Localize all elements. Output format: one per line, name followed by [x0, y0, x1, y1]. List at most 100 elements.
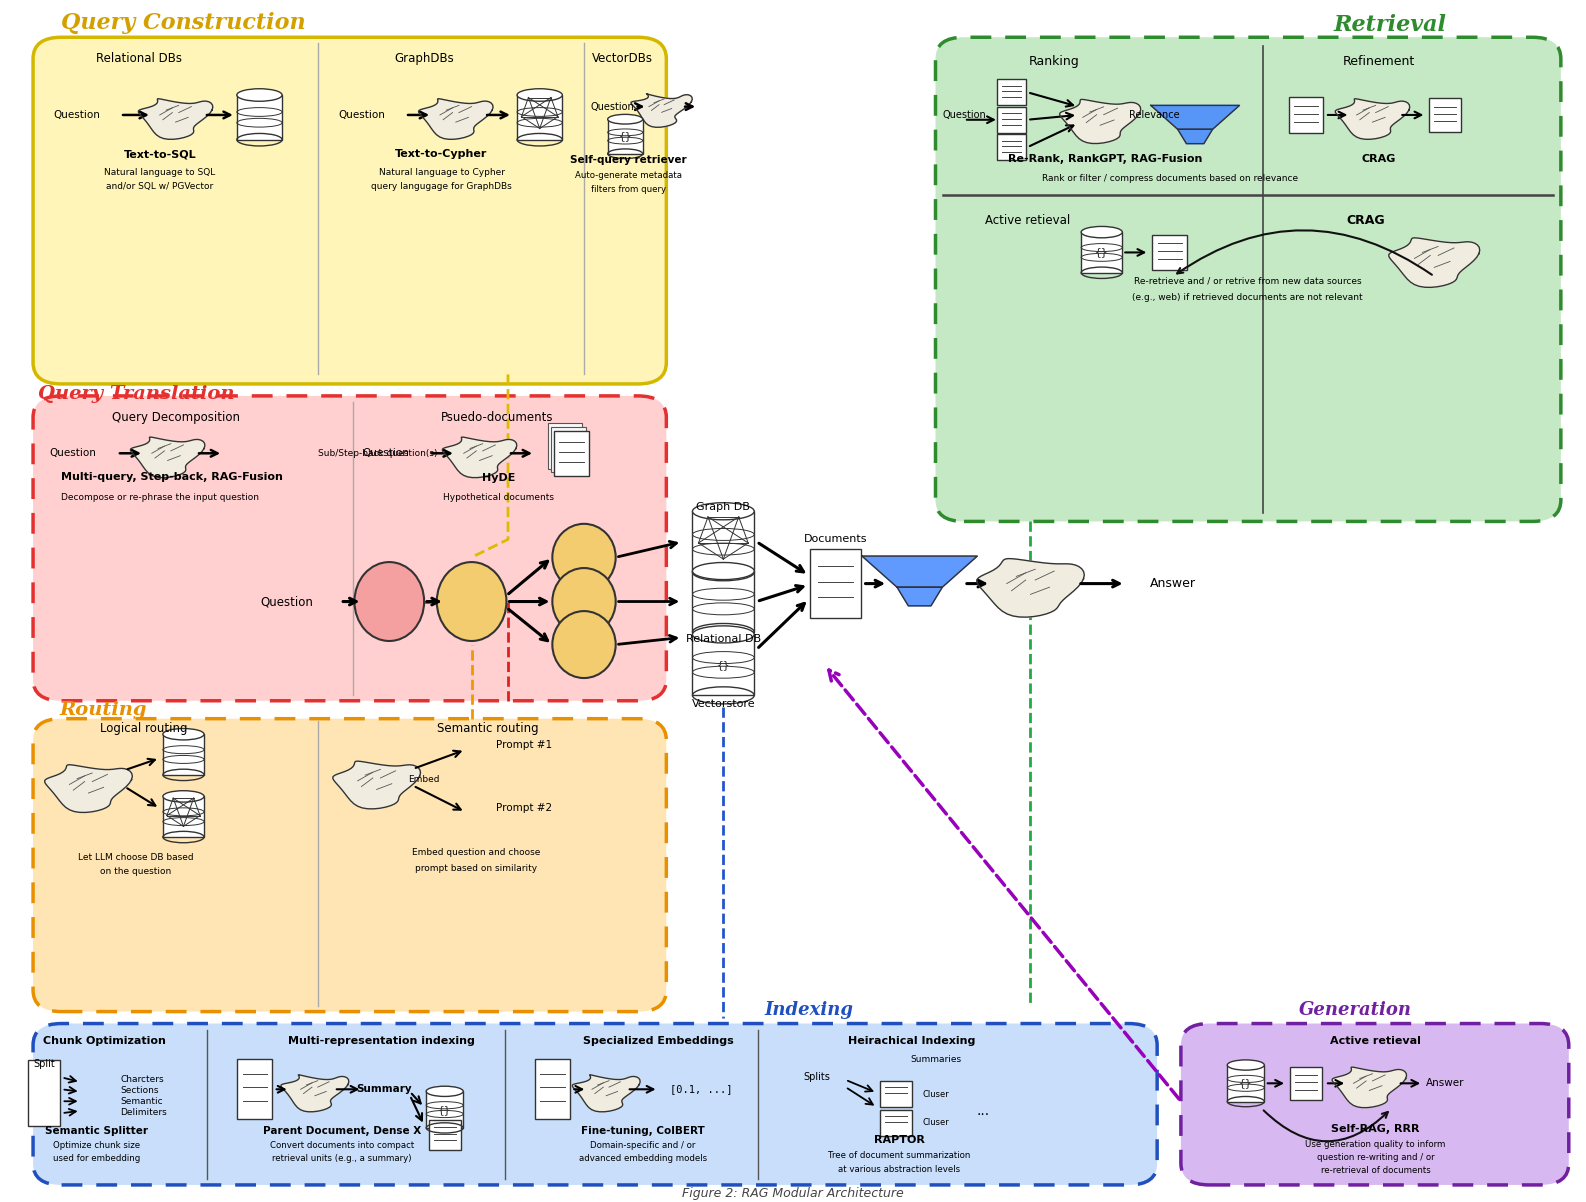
Text: Summaries: Summaries: [910, 1055, 961, 1064]
Text: Multi-query, Step-back, RAG-Fusion: Multi-query, Step-back, RAG-Fusion: [62, 472, 284, 482]
Text: {}: {}: [619, 131, 631, 142]
Bar: [607, 119, 642, 154]
Text: ...: ...: [977, 1103, 990, 1118]
Bar: [1082, 232, 1123, 273]
FancyBboxPatch shape: [534, 1059, 569, 1119]
Text: CRAG: CRAG: [1347, 214, 1386, 227]
FancyBboxPatch shape: [1429, 99, 1461, 132]
Text: at various abstraction levels: at various abstraction levels: [837, 1165, 960, 1174]
Polygon shape: [1335, 99, 1410, 139]
Ellipse shape: [163, 791, 205, 802]
Text: (e.g., web) if retrieved documents are not relevant: (e.g., web) if retrieved documents are n…: [1132, 293, 1362, 303]
Text: Hypothetical documents: Hypothetical documents: [442, 493, 554, 502]
Text: Vectorstore: Vectorstore: [691, 700, 755, 709]
Text: Summary: Summary: [357, 1084, 412, 1094]
Text: Generation: Generation: [1299, 1001, 1412, 1019]
Text: Charcters: Charcters: [121, 1076, 163, 1084]
Text: GraphDBs: GraphDBs: [395, 52, 454, 65]
Text: Natural language to SQL: Natural language to SQL: [105, 168, 216, 177]
FancyBboxPatch shape: [1289, 1066, 1321, 1100]
Text: Question: Question: [590, 102, 634, 112]
Text: Multi-representation indexing: Multi-representation indexing: [289, 1036, 474, 1047]
FancyBboxPatch shape: [936, 37, 1561, 522]
Text: Active retieval: Active retieval: [1331, 1036, 1421, 1047]
FancyBboxPatch shape: [547, 423, 582, 469]
Text: Domain-specific and / or: Domain-specific and / or: [590, 1141, 695, 1150]
Bar: [1228, 1065, 1264, 1101]
FancyBboxPatch shape: [33, 719, 666, 1012]
Text: Answer: Answer: [1150, 577, 1196, 590]
Polygon shape: [333, 761, 420, 809]
Text: and/or SQL w/ PGVector: and/or SQL w/ PGVector: [106, 183, 214, 191]
Text: Embed: Embed: [408, 775, 439, 784]
Text: {}: {}: [1094, 248, 1109, 257]
Polygon shape: [573, 1075, 641, 1112]
Text: Optimize chunk size: Optimize chunk size: [52, 1141, 140, 1150]
Ellipse shape: [436, 563, 506, 641]
Ellipse shape: [552, 524, 615, 590]
Polygon shape: [130, 438, 205, 477]
FancyBboxPatch shape: [998, 135, 1026, 160]
Text: Delimiters: Delimiters: [121, 1107, 167, 1117]
Text: Relational DBs: Relational DBs: [97, 52, 182, 65]
Text: Semantic: Semantic: [121, 1096, 163, 1106]
Text: RAPTOR: RAPTOR: [874, 1135, 925, 1144]
Text: Logical routing: Logical routing: [100, 721, 187, 734]
Polygon shape: [1151, 106, 1240, 130]
Polygon shape: [1178, 130, 1213, 144]
Text: Semantic routing: Semantic routing: [436, 721, 538, 734]
Text: Decompose or re-phrase the input question: Decompose or re-phrase the input questio…: [60, 493, 259, 502]
FancyBboxPatch shape: [29, 1060, 60, 1126]
Text: Tree of document summarization: Tree of document summarization: [828, 1150, 971, 1160]
Polygon shape: [631, 94, 691, 127]
Ellipse shape: [517, 89, 563, 101]
Text: prompt based on similarity: prompt based on similarity: [416, 863, 538, 873]
Bar: [693, 571, 755, 632]
FancyBboxPatch shape: [1288, 97, 1323, 133]
Text: {}: {}: [717, 660, 730, 670]
FancyBboxPatch shape: [33, 395, 666, 701]
Text: advanced embedding models: advanced embedding models: [579, 1154, 707, 1164]
Text: Question: Question: [260, 595, 312, 608]
Ellipse shape: [163, 728, 205, 740]
Polygon shape: [281, 1075, 349, 1112]
Bar: [517, 95, 563, 139]
Bar: [427, 1091, 463, 1127]
Text: on the question: on the question: [100, 867, 171, 876]
Bar: [163, 797, 205, 837]
Polygon shape: [863, 557, 977, 588]
Text: Answer: Answer: [1426, 1078, 1464, 1088]
Text: VectorDBs: VectorDBs: [592, 52, 652, 65]
Ellipse shape: [552, 611, 615, 678]
Polygon shape: [44, 764, 132, 813]
Polygon shape: [442, 438, 517, 477]
Ellipse shape: [236, 89, 282, 101]
Text: Graph DB: Graph DB: [696, 502, 750, 512]
FancyBboxPatch shape: [880, 1081, 912, 1107]
Text: Self-query retriever: Self-query retriever: [569, 155, 687, 166]
Text: Split: Split: [33, 1059, 56, 1070]
Text: Cluser: Cluser: [923, 1118, 950, 1127]
Text: Chunk Optimization: Chunk Optimization: [43, 1036, 165, 1047]
Text: Question: Question: [49, 448, 95, 458]
FancyBboxPatch shape: [880, 1109, 912, 1136]
Text: CRAG: CRAG: [1362, 154, 1396, 165]
Text: Prompt #1: Prompt #1: [496, 740, 552, 750]
FancyBboxPatch shape: [428, 1120, 460, 1149]
Text: Indexing: Indexing: [764, 1001, 853, 1019]
FancyBboxPatch shape: [33, 37, 666, 383]
Text: Text-to-Cypher: Text-to-Cypher: [395, 149, 488, 160]
Text: Text-to-SQL: Text-to-SQL: [124, 149, 197, 160]
Text: question re-writing and / or: question re-writing and / or: [1316, 1153, 1434, 1162]
Text: Fine-tuning, ColBERT: Fine-tuning, ColBERT: [580, 1126, 704, 1136]
Ellipse shape: [1082, 226, 1123, 238]
Text: Sub/Step-back question(s): Sub/Step-back question(s): [319, 448, 438, 458]
Ellipse shape: [693, 563, 755, 579]
Text: Relational DB: Relational DB: [685, 633, 761, 643]
Polygon shape: [898, 588, 942, 606]
Ellipse shape: [354, 563, 423, 641]
Text: Query Translation: Query Translation: [38, 385, 235, 403]
Text: Re-Rank, RankGPT, RAG-Fusion: Re-Rank, RankGPT, RAG-Fusion: [1007, 154, 1202, 165]
Polygon shape: [419, 99, 493, 139]
Text: HyDE: HyDE: [482, 474, 515, 483]
